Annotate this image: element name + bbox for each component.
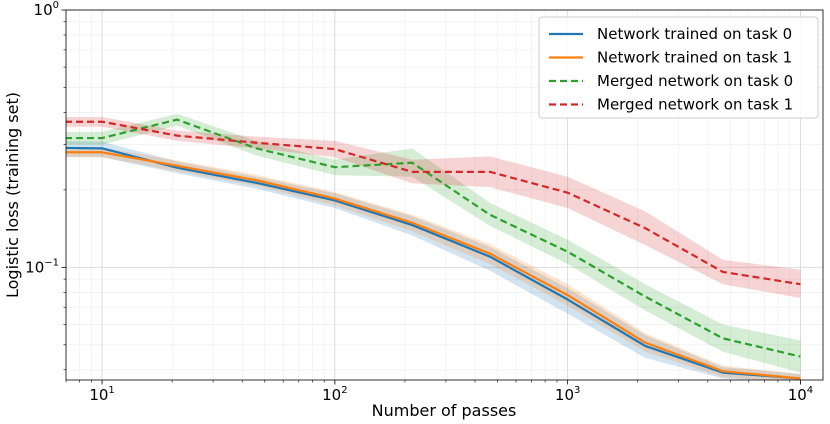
band-series-2 bbox=[66, 113, 801, 373]
series-lines bbox=[66, 118, 801, 380]
legend-label-0: Network trained on task 0 bbox=[597, 25, 792, 43]
x-tick-label: 101 bbox=[89, 385, 114, 404]
line-series-2 bbox=[66, 118, 801, 358]
confidence-bands bbox=[66, 113, 801, 380]
y-axis-label: Logistic loss (training set) bbox=[3, 92, 22, 298]
y-tick-label: 100 bbox=[34, 0, 59, 19]
x-tick-label: 103 bbox=[555, 385, 580, 404]
y-tick-label: 10−1 bbox=[25, 257, 59, 276]
line-series-1 bbox=[66, 151, 801, 380]
axis-ticks: 101 102 103 104 10−1 100 bbox=[25, 0, 813, 404]
legend-box bbox=[538, 16, 819, 119]
plot-frame bbox=[65, 9, 824, 381]
legend-label-1: Network trained on task 1 bbox=[597, 49, 792, 67]
legend-label-2: Merged network on task 0 bbox=[597, 72, 793, 90]
legend: Network trained on task 0 Network trained… bbox=[538, 16, 819, 119]
band-series-0 bbox=[66, 141, 801, 380]
x-tick-label: 102 bbox=[322, 385, 347, 404]
x-tick-label: 104 bbox=[788, 385, 813, 404]
band-series-3 bbox=[66, 116, 801, 299]
line-series-3 bbox=[66, 120, 801, 286]
x-axis-label: Number of passes bbox=[372, 401, 517, 420]
band-series-1 bbox=[66, 147, 801, 380]
legend-label-3: Merged network on task 1 bbox=[597, 96, 793, 114]
